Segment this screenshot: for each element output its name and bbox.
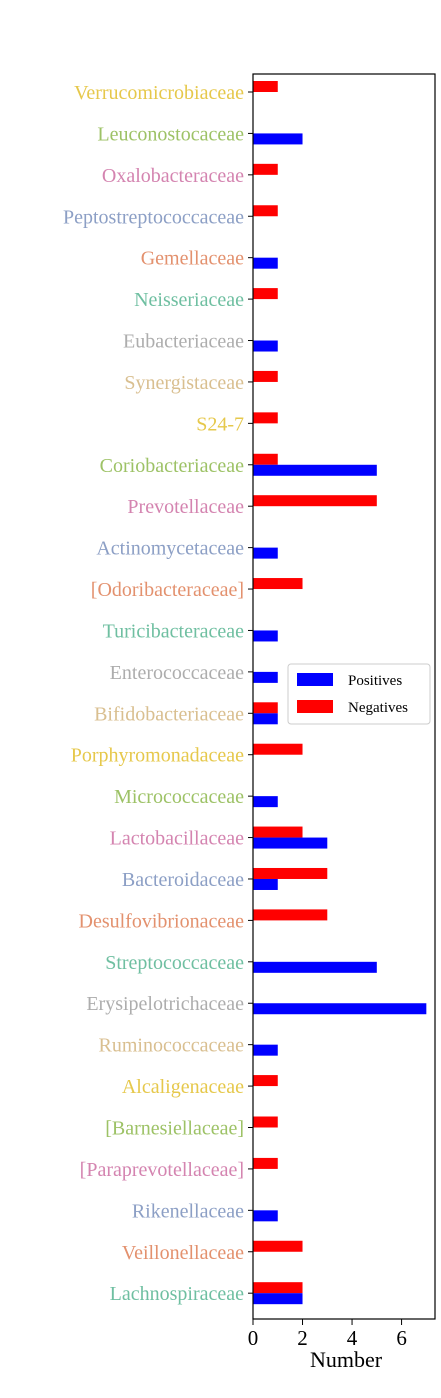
category-label: Micrococcaceae <box>114 786 244 808</box>
category-label: Gemellaceae <box>141 248 244 270</box>
legend-label-positives: Positives <box>348 673 402 689</box>
category-label: Lachnospiraceae <box>110 1283 244 1305</box>
category-label: Turicibacteraceae <box>103 620 245 642</box>
bar-negatives-28 <box>253 1240 303 1252</box>
bar-positives-19 <box>253 878 278 890</box>
category-label: Desulfovibrionaceae <box>79 910 245 932</box>
bar-negatives-2 <box>253 163 278 175</box>
x-tick-label: 6 <box>396 1326 407 1350</box>
category-label: Peptostreptococcaceae <box>63 206 244 228</box>
category-label: [Barnesiellaceae] <box>105 1118 244 1140</box>
legend-swatch-positives <box>297 673 333 686</box>
x-tick-label: 4 <box>347 1326 358 1350</box>
bar-positives-1 <box>253 133 303 145</box>
category-label: Bacteroidaceae <box>122 869 244 891</box>
bar-positives-23 <box>253 1044 278 1056</box>
category-label: Prevotellaceae <box>127 496 244 518</box>
category-label: [Odoribacteraceae] <box>91 579 244 601</box>
category-labels: Verrucomicrobiaceae Leuconostocaceae Oxalo… <box>63 82 253 1305</box>
category-label: Alcaligenaceae <box>122 1076 244 1098</box>
legend: Positives Negatives <box>287 663 431 725</box>
category-label: Enterococcaceae <box>110 662 244 684</box>
bar-negatives-25 <box>253 1116 278 1128</box>
category-label: [Paraprevotellaceae] <box>80 1159 244 1181</box>
bar-negatives-12 <box>253 578 303 590</box>
x-axis-ticks: 0 2 4 6 <box>248 1319 407 1350</box>
bar-negatives-20 <box>253 909 328 921</box>
legend-swatch-negatives <box>297 700 333 713</box>
category-label: Synergistaceae <box>124 372 244 394</box>
bar-positives-14 <box>253 671 278 683</box>
category-label: Erysipelotrichaceae <box>86 993 244 1015</box>
category-label: S24-7 <box>196 413 244 435</box>
bar-negatives-7 <box>253 370 278 382</box>
bar-positives-22 <box>253 1003 427 1015</box>
bar-positives-9 <box>253 464 377 476</box>
category-label: Lactobacillaceae <box>110 828 244 850</box>
x-tick-label: 0 <box>248 1326 259 1350</box>
category-label: Neisseriaceae <box>134 289 244 311</box>
x-axis-title: Number <box>310 1347 383 1372</box>
bar-negatives-29 <box>253 1282 303 1294</box>
bar-negatives-8 <box>253 412 278 424</box>
category-label: Rikenellaceae <box>132 1200 244 1222</box>
bar-positives-13 <box>253 630 278 642</box>
category-label: Ruminococcaceae <box>99 1035 245 1057</box>
bar-negatives-18 <box>253 826 303 838</box>
bar-negatives-0 <box>253 81 278 92</box>
bar-positives-21 <box>253 961 377 973</box>
bars-group <box>253 81 427 1305</box>
category-label: Oxalobacteraceae <box>102 165 244 187</box>
bar-negatives-26 <box>253 1157 278 1169</box>
bar-negatives-15 <box>253 702 278 714</box>
bar-negatives-5 <box>253 288 278 300</box>
bar-negatives-19 <box>253 867 328 879</box>
bar-positives-29 <box>253 1293 303 1305</box>
category-label: Actinomycetaceae <box>96 538 244 560</box>
bar-positives-4 <box>253 257 278 269</box>
x-tick-label: 2 <box>297 1326 308 1350</box>
category-label: Porphyromonadaceae <box>71 745 244 767</box>
bar-positives-6 <box>253 340 278 352</box>
category-label: Streptococcaceae <box>105 952 244 974</box>
bar-negatives-16 <box>253 743 303 755</box>
category-label: Coriobacteriaceae <box>100 455 244 477</box>
category-label: Verrucomicrobiaceae <box>74 82 244 104</box>
category-label: Veillonellaceae <box>122 1242 244 1264</box>
plot-frame <box>252 73 436 1320</box>
bar-negatives-10 <box>253 495 377 507</box>
bar-positives-17 <box>253 796 278 808</box>
category-label: Bifidobacteriaceae <box>94 703 244 725</box>
bar-negatives-9 <box>253 453 278 465</box>
bar-negatives-3 <box>253 205 278 217</box>
bar-positives-18 <box>253 837 328 849</box>
bar-positives-11 <box>253 547 278 559</box>
bar-positives-15 <box>253 713 278 725</box>
category-label: Leuconostocaceae <box>97 123 244 145</box>
bar-positives-27 <box>253 1210 278 1222</box>
legend-label-negatives: Negatives <box>348 700 408 716</box>
category-label: Eubacteriaceae <box>123 331 244 353</box>
bar-negatives-24 <box>253 1075 278 1087</box>
